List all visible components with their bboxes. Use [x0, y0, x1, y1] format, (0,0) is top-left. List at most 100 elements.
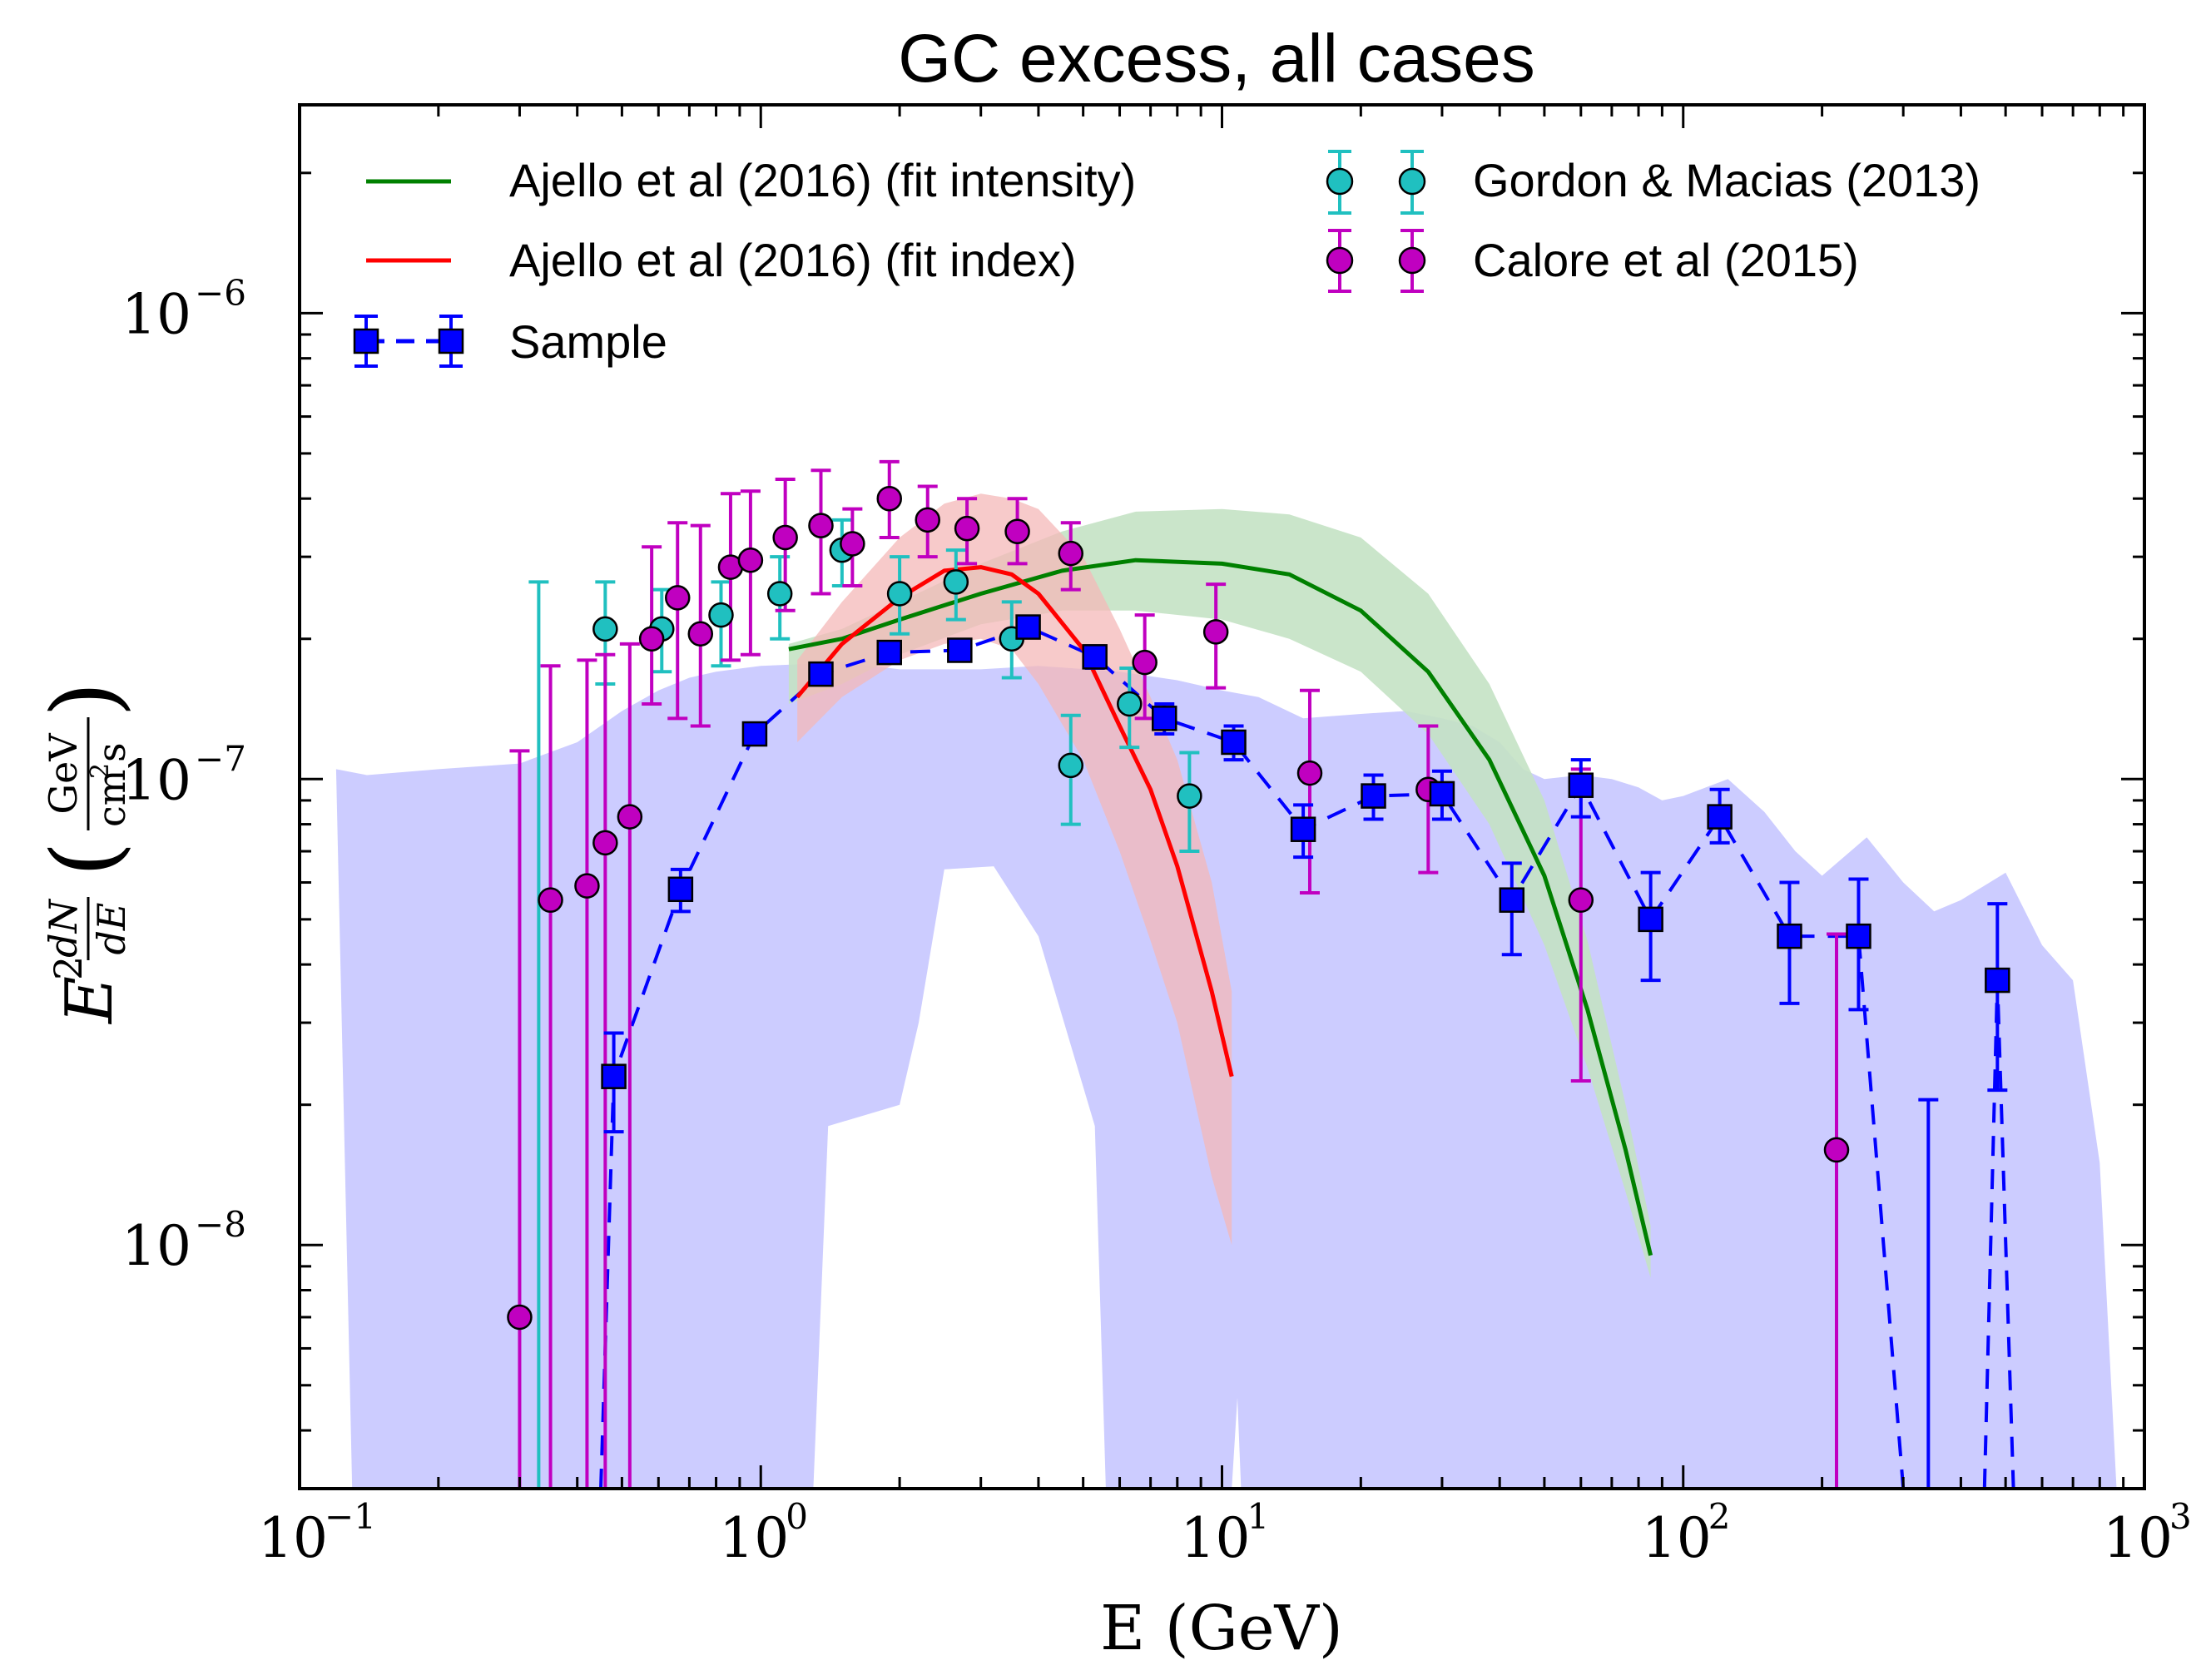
sample-point-2	[741, 721, 768, 747]
sample-dashed-line-0	[599, 625, 1906, 1489]
legend-label-ajello-intensity: Ajello et al (2016) (fit intensity)	[509, 154, 1136, 206]
calore-point-17	[1058, 540, 1084, 567]
data-markers	[507, 485, 2010, 1331]
legend-entry-ajello-intensity: Ajello et al (2016) (fit intensity)	[366, 154, 1136, 206]
legend-entry-ajello-index: Ajello et al (2016) (fit index)	[366, 234, 1077, 286]
sample-point-18	[1846, 923, 1871, 949]
x-tick-label-exp-2: 1	[1247, 1496, 1270, 1537]
calore-point-7	[687, 621, 714, 647]
sample-point-12	[1429, 781, 1455, 807]
y-label-gev: GeV	[41, 733, 86, 815]
y-axis-label: E 2 dN dE ( GeV cm 2 s )	[32, 681, 138, 1025]
calore-point-16	[1004, 518, 1030, 544]
legend-swatch-gordon-marker-2	[1398, 167, 1426, 196]
y-tick-label-exp-0: −8	[195, 1204, 246, 1245]
gordon-point-11	[1177, 783, 1202, 809]
x-tick-label-exp-0: −1	[325, 1496, 376, 1537]
legend-swatch-calore-marker-2	[1398, 246, 1426, 275]
calore-point-14	[915, 507, 940, 533]
x-tick-label-exp-3: 2	[1708, 1496, 1731, 1537]
gordon-point-10	[1117, 691, 1143, 717]
sample-point-8	[1152, 706, 1177, 731]
calore-point-20	[1296, 760, 1323, 786]
y-label-exp: 2	[46, 956, 91, 980]
gordon-point-4	[766, 581, 793, 607]
legend-entry-gordon: Gordon & Macias (2013)	[1326, 150, 1980, 215]
calore-point-13	[876, 485, 902, 512]
sample-point-4	[876, 639, 902, 666]
calore-point-6	[664, 585, 691, 611]
y-label-paren-close: )	[32, 681, 138, 717]
calore-point-1	[538, 887, 563, 913]
y-label-main: E	[52, 976, 127, 1025]
y-label-paren-open: (	[32, 841, 138, 877]
sample-point-15	[1638, 906, 1663, 933]
sample-point-14	[1568, 772, 1594, 798]
sample-point-19	[1985, 967, 2010, 994]
calore-point-3	[592, 830, 618, 856]
calore-point-4	[617, 804, 643, 830]
legend-swatch-sample-marker-1	[353, 328, 379, 354]
calore-point-2	[574, 873, 600, 899]
sample-point-1	[667, 876, 694, 903]
sample-point-7	[1082, 644, 1108, 670]
gordon-point-7	[943, 569, 969, 595]
legend-swatch-gordon-marker-1	[1326, 167, 1354, 196]
ajello-intensity-curve	[788, 558, 1653, 1256]
sample-point-6	[1015, 614, 1041, 640]
sample-point-3	[808, 661, 834, 687]
legend-label-ajello-index: Ajello et al (2016) (fit index)	[509, 234, 1077, 286]
y-label-cm-exp: 2	[86, 763, 115, 779]
x-tick-label-2: 10	[1181, 1506, 1251, 1570]
sample-point-9	[1221, 729, 1247, 756]
legend-label-sample: Sample	[509, 315, 667, 368]
calore-point-9	[737, 547, 764, 573]
gordon-point-3	[708, 602, 734, 628]
calore-point-18	[1132, 649, 1158, 676]
sample-point-5	[947, 637, 973, 663]
calore-point-15	[954, 515, 980, 542]
calore-point-12	[840, 531, 865, 557]
calore-point-11	[808, 513, 834, 538]
calore-point-5	[638, 626, 665, 652]
y-tick-label-2: 10	[121, 282, 191, 346]
sample-point-17	[1777, 923, 1802, 949]
calore-point-0	[507, 1304, 533, 1331]
y-label-de: dE	[89, 902, 134, 954]
legend-label-calore: Calore et al (2015)	[1473, 234, 1859, 286]
legend: Ajello et al (2016) (fit intensity) Ajel…	[353, 150, 1980, 368]
sample-point-13	[1499, 887, 1525, 913]
legend-entry-sample: Sample	[353, 315, 667, 368]
confidence-bands	[335, 493, 2117, 1489]
y-label-s: s	[89, 742, 134, 762]
y-tick-label-1: 10	[121, 748, 191, 812]
ajello-index-band	[797, 493, 1232, 1246]
y-tick-label-exp-2: −6	[195, 272, 246, 313]
ajello-intensity-band	[788, 508, 1651, 1278]
y-tick-label-exp-1: −7	[195, 738, 246, 779]
x-tick-label-3: 10	[1642, 1506, 1712, 1570]
x-tick-label-exp-1: 0	[786, 1496, 808, 1537]
x-axis-label: E (GeV)	[1100, 1593, 1343, 1664]
sample-point-16	[1707, 804, 1733, 830]
sample-point-10	[1290, 816, 1316, 842]
y-label-cm: cm	[89, 770, 134, 827]
x-tick-label-4: 10	[2103, 1506, 2173, 1570]
chart-title: GC excess, all cases	[898, 21, 1535, 97]
x-tick-label-exp-4: 3	[2169, 1496, 2192, 1537]
y-label-dn: dN	[41, 898, 86, 957]
calore-point-23	[1823, 1137, 1850, 1163]
calore-point-10	[772, 524, 798, 551]
legend-swatch-calore-marker-1	[1326, 246, 1354, 275]
gordon-point-6	[886, 581, 913, 607]
x-tick-label-0: 10	[258, 1506, 328, 1570]
calore-point-22	[1568, 887, 1594, 913]
legend-swatch-sample-marker-2	[438, 328, 464, 354]
legend-entry-calore: Calore et al (2015)	[1326, 229, 1859, 293]
y-tick-label-0: 10	[121, 1214, 191, 1278]
gordon-point-1	[592, 616, 618, 642]
x-tick-label-1: 10	[719, 1506, 789, 1570]
sample-point-0	[601, 1063, 627, 1089]
